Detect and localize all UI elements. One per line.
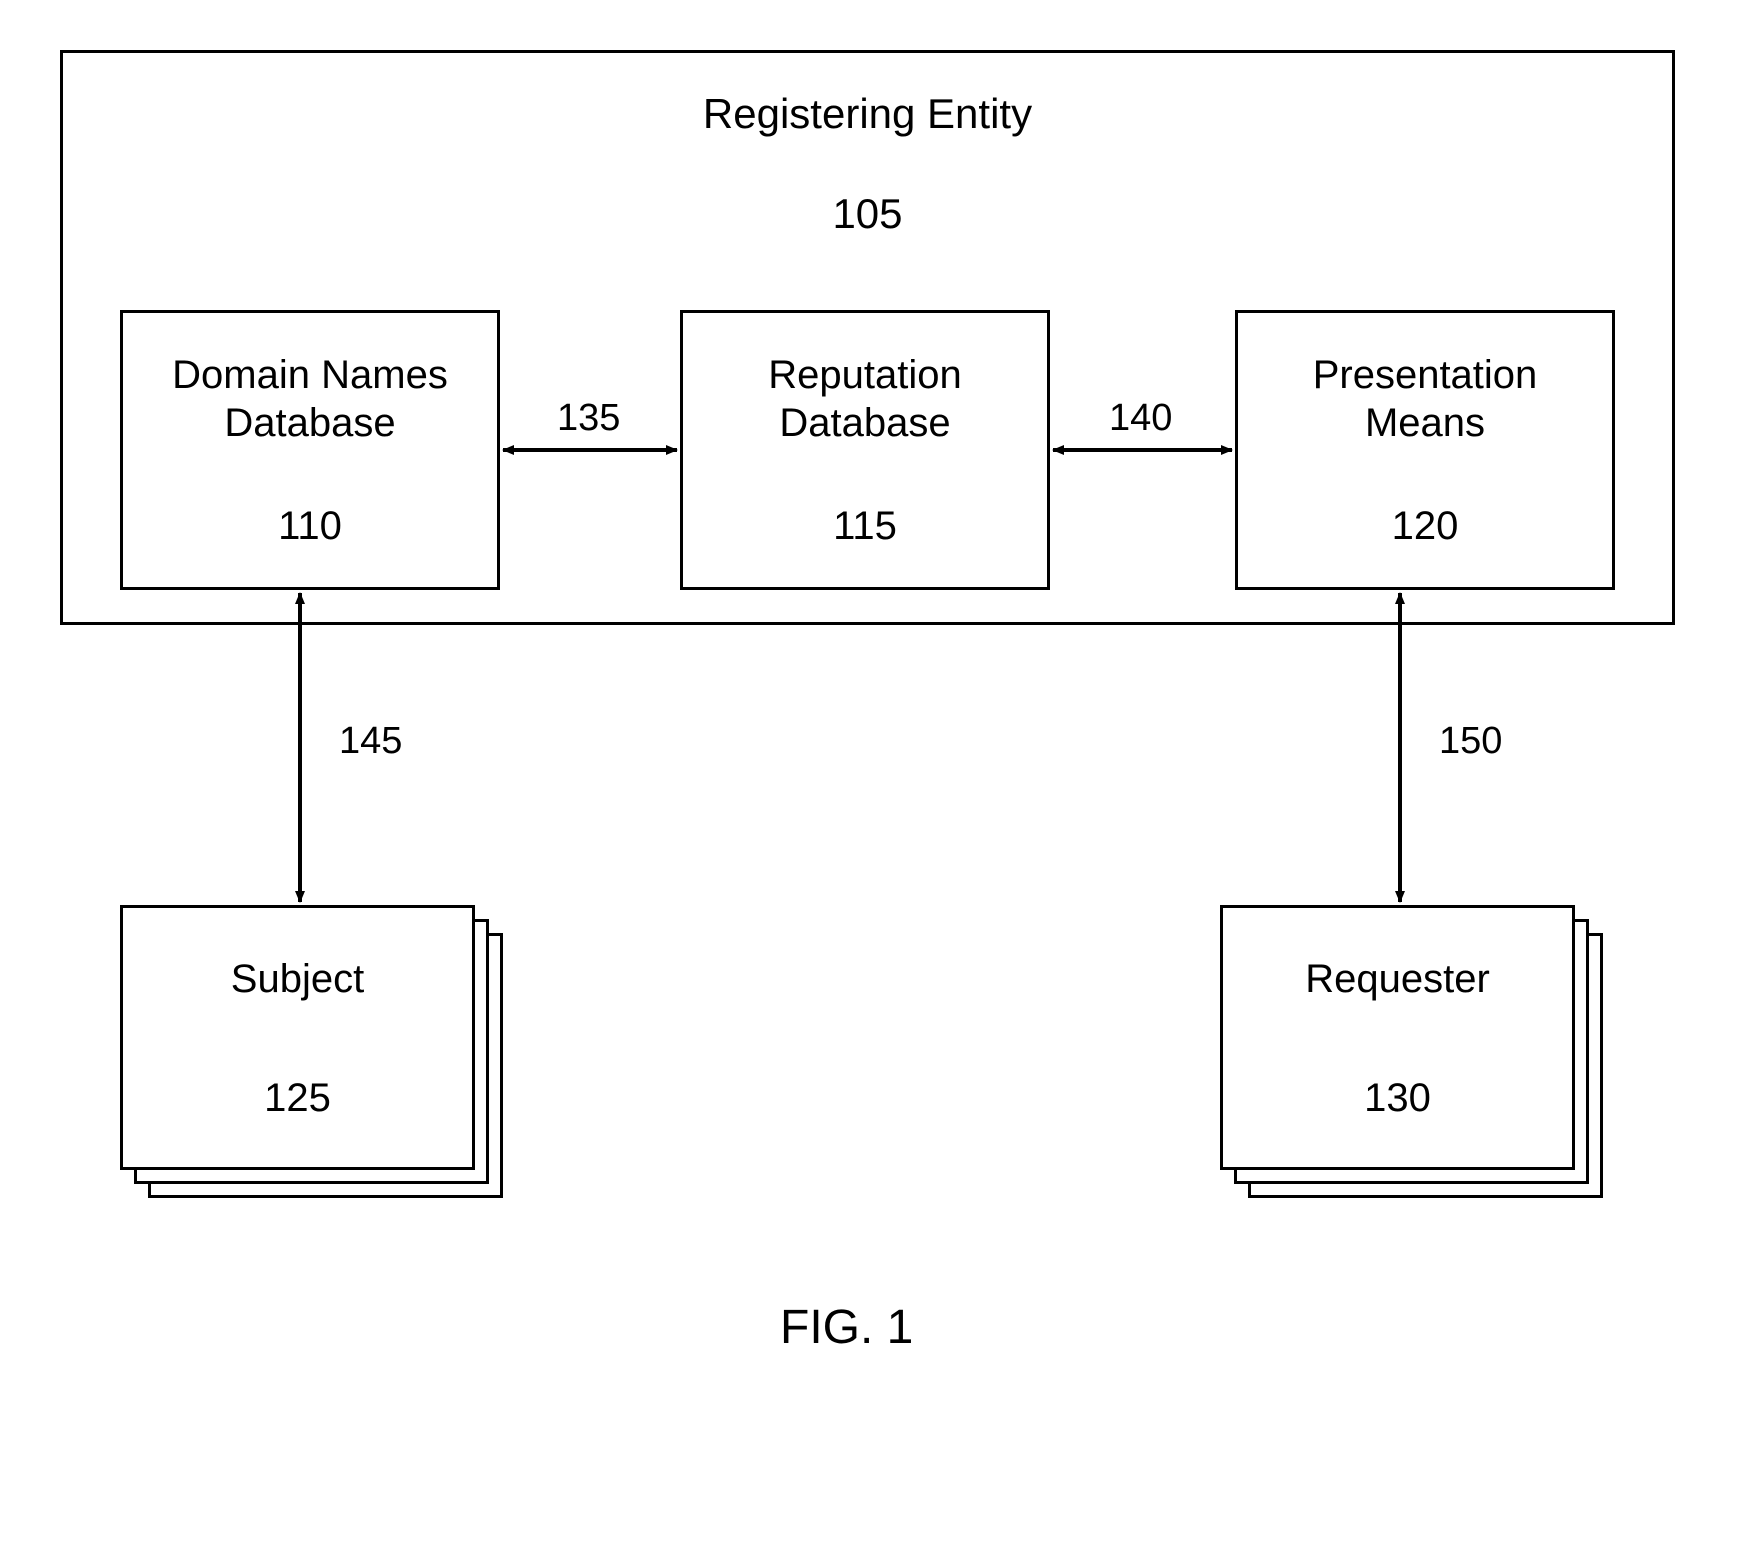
node-ref: 120 [1392, 504, 1459, 549]
figure-label: FIG. 1 [780, 1300, 913, 1355]
node-label-text: Requester [1305, 957, 1490, 1001]
node-label-text: PresentationMeans [1313, 353, 1538, 445]
node-requester: Requester 130 [1220, 905, 1603, 1198]
node-subject: Subject 125 [120, 905, 503, 1198]
node-label: PresentationMeans [1313, 351, 1538, 447]
container-title: Registering Entity [60, 90, 1675, 138]
diagram-container: Registering Entity 105 Domain NamesDatab… [60, 50, 1695, 1490]
edge-label-135: 135 [553, 397, 624, 440]
node-reputation-database: ReputationDatabase 115 [680, 310, 1050, 590]
stack-layer-front: Requester 130 [1220, 905, 1575, 1170]
node-label: ReputationDatabase [768, 351, 961, 447]
node-presentation-means: PresentationMeans 120 [1235, 310, 1615, 590]
node-label: Subject [231, 955, 364, 1003]
stack-layer-front: Subject 125 [120, 905, 475, 1170]
node-label-text: Subject [231, 957, 364, 1001]
container-ref: 105 [60, 190, 1675, 238]
node-label: Requester [1305, 955, 1490, 1003]
node-ref: 130 [1364, 1076, 1431, 1121]
edge-label-145: 145 [335, 720, 406, 763]
node-label-text: ReputationDatabase [768, 353, 961, 445]
edge-label-150: 150 [1435, 720, 1506, 763]
node-label: Domain NamesDatabase [172, 351, 448, 447]
node-ref: 110 [278, 504, 342, 549]
node-domain-names-database: Domain NamesDatabase 110 [120, 310, 500, 590]
node-label-text: Domain NamesDatabase [172, 353, 448, 445]
node-ref: 125 [264, 1076, 331, 1121]
edge-label-140: 140 [1105, 397, 1176, 440]
node-ref: 115 [833, 504, 897, 549]
